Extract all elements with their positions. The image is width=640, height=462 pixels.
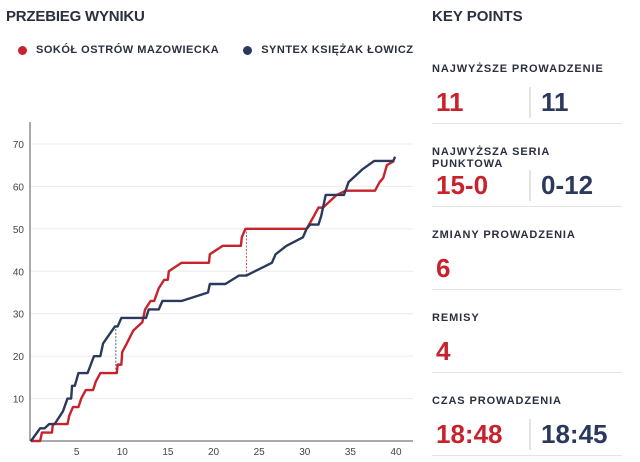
legend: SOKÓŁ OSTRÓW MAZOWIECKA SYNTEX KSIĘŻAK Ł… [18,44,414,56]
key-points-panel: KEY POINTS NAJWYŻSZE PROWADZENIE 11 11 NA… [432,0,622,456]
y-tick-label: 20 [13,352,25,363]
away-score-line [30,156,397,442]
x-tick-label: 30 [299,447,311,458]
legend-item-home: SOKÓŁ OSTRÓW MAZOWIECKA [18,44,219,56]
home-dot-icon [18,45,27,55]
legend-label: SYNTEX KSIĘŻAK ŁOWICZ [261,44,414,56]
y-tick-label: 40 [13,267,25,278]
stat-best-run: NAJWYŻSZA SERIA PUNKTOWA 15-0 0-12 [432,124,622,207]
key-points-title: KEY POINTS [432,8,523,25]
home-score-line [31,159,395,443]
home-value: 11 [436,87,464,117]
y-tick-label: 60 [13,182,25,193]
x-tick-label: 25 [254,447,266,458]
legend-label: SOKÓŁ OSTRÓW MAZOWIECKA [36,44,220,56]
x-tick-label: 20 [208,447,220,458]
y-tick-label: 50 [13,225,25,236]
away-value: 11 [529,87,622,118]
stat-label: NAJWYŻSZE PROWADZENIE [432,63,604,75]
home-value: 18:48 [436,419,503,449]
stat-label: REMISY [432,312,480,324]
home-value: 15-0 [436,170,489,200]
score-progression-chart: 10 20 30 40 50 60 70 5 10 15 20 25 30 35 40 [13,122,413,458]
y-tick-label: 70 [13,140,25,151]
away-value: 0-12 [529,170,622,201]
stat-label: NAJWYŻSZA SERIA PUNKTOWA [432,146,550,170]
stat-label: ZMIANY PROWADZENIA [432,229,576,241]
y-tick-label: 30 [13,310,25,321]
y-tick-label: 10 [13,395,25,406]
chart-title: PRZEBIEG WYNIKU [6,8,145,25]
away-value: 18:45 [529,419,622,450]
value: 6 [436,253,451,283]
x-tick-label: 40 [390,447,402,458]
stat-time-leading: CZAS PROWADZENIA 18:48 18:45 [432,373,622,456]
x-tick-label: 10 [117,447,129,458]
legend-item-away: SYNTEX KSIĘŻAK ŁOWICZ [243,44,413,56]
away-dot-icon [243,45,253,55]
x-tick-label: 5 [74,447,80,458]
x-tick-label: 35 [345,447,357,458]
stat-biggest-lead: NAJWYŻSZE PROWADZENIE 11 11 [432,41,622,124]
stat-ties: REMISY 4 [432,290,622,373]
stat-label: CZAS PROWADZENIA [432,395,562,407]
value: 4 [436,336,451,366]
stat-lead-changes: ZMIANY PROWADZENIA 6 [432,207,622,290]
x-tick-label: 15 [162,447,174,458]
